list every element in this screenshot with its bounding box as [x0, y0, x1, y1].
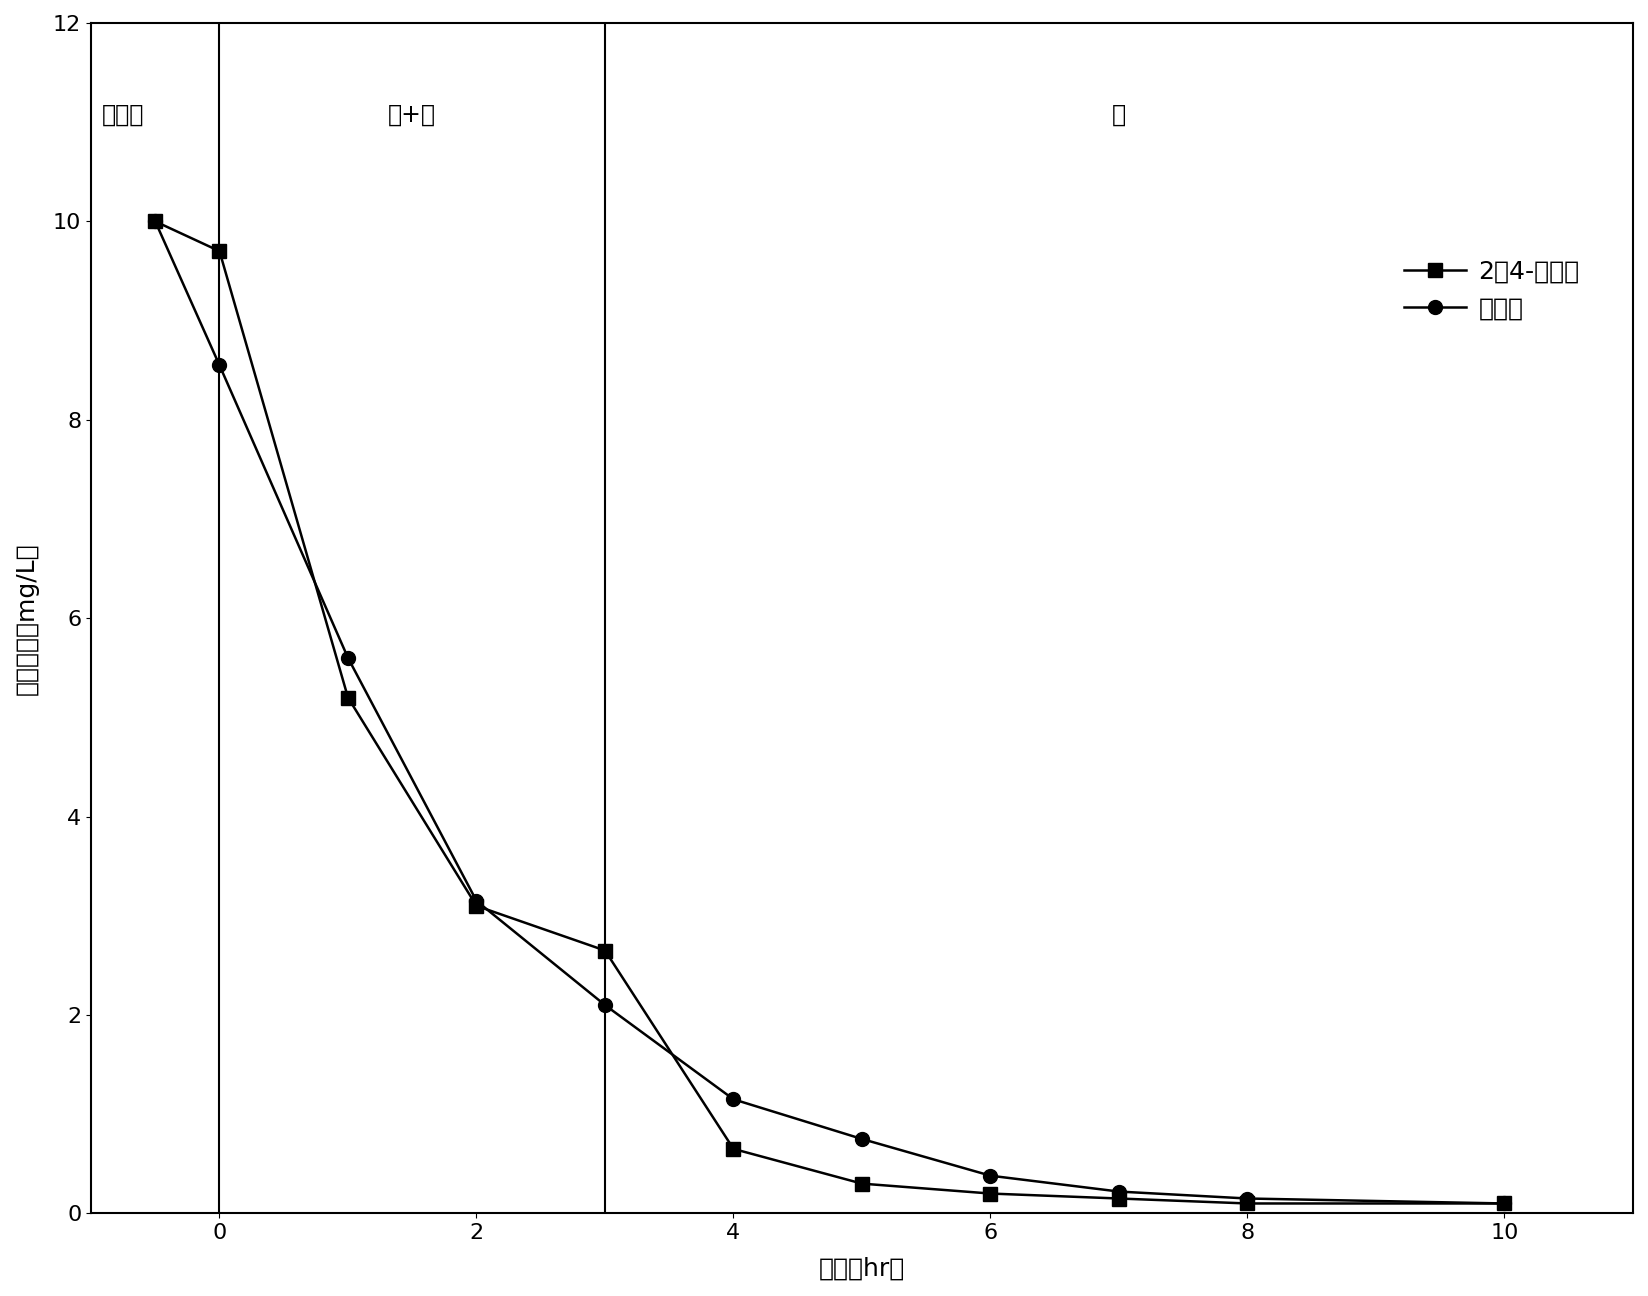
Line: 五氯酚: 五氯酚	[148, 214, 1511, 1210]
2，4-二氯酚	[209, 244, 229, 259]
2，4-二氯酚	[595, 942, 615, 958]
X-axis label: 时间（hr）: 时间（hr）	[819, 1257, 905, 1280]
Legend: 2，4-二氯酚, 五氯酚: 2，4-二氯酚, 五氯酚	[1394, 250, 1590, 330]
五氯酚	[1495, 1196, 1515, 1212]
2，4-二氯酚	[338, 689, 358, 705]
2，4-二氯酚	[1238, 1196, 1257, 1212]
五氯酚	[338, 651, 358, 666]
Y-axis label: 氯酚浓度（mg/L）: 氯酚浓度（mg/L）	[15, 542, 40, 695]
五氯酚	[1109, 1183, 1129, 1199]
五氯酚	[852, 1131, 872, 1147]
Text: 光+酶: 光+酶	[389, 102, 437, 126]
2，4-二氯酚	[1495, 1196, 1515, 1212]
Line: 2，4-二氯酚: 2，4-二氯酚	[148, 214, 1511, 1210]
2，4-二氯酚	[1109, 1191, 1129, 1207]
2，4-二氯酚	[466, 898, 486, 914]
五氯酚	[145, 214, 165, 229]
2，4-二氯酚	[723, 1142, 743, 1157]
五氯酚	[1238, 1191, 1257, 1207]
五氯酚	[209, 358, 229, 373]
2，4-二氯酚	[145, 214, 165, 229]
2，4-二氯酚	[981, 1186, 1000, 1201]
五氯酚	[981, 1168, 1000, 1183]
五氯酚	[595, 998, 615, 1013]
2，4-二氯酚	[852, 1175, 872, 1191]
五氯酚	[466, 893, 486, 908]
Text: 酶: 酶	[1112, 102, 1126, 126]
Text: 暗吸附: 暗吸附	[102, 102, 145, 126]
五氯酚	[723, 1091, 743, 1107]
